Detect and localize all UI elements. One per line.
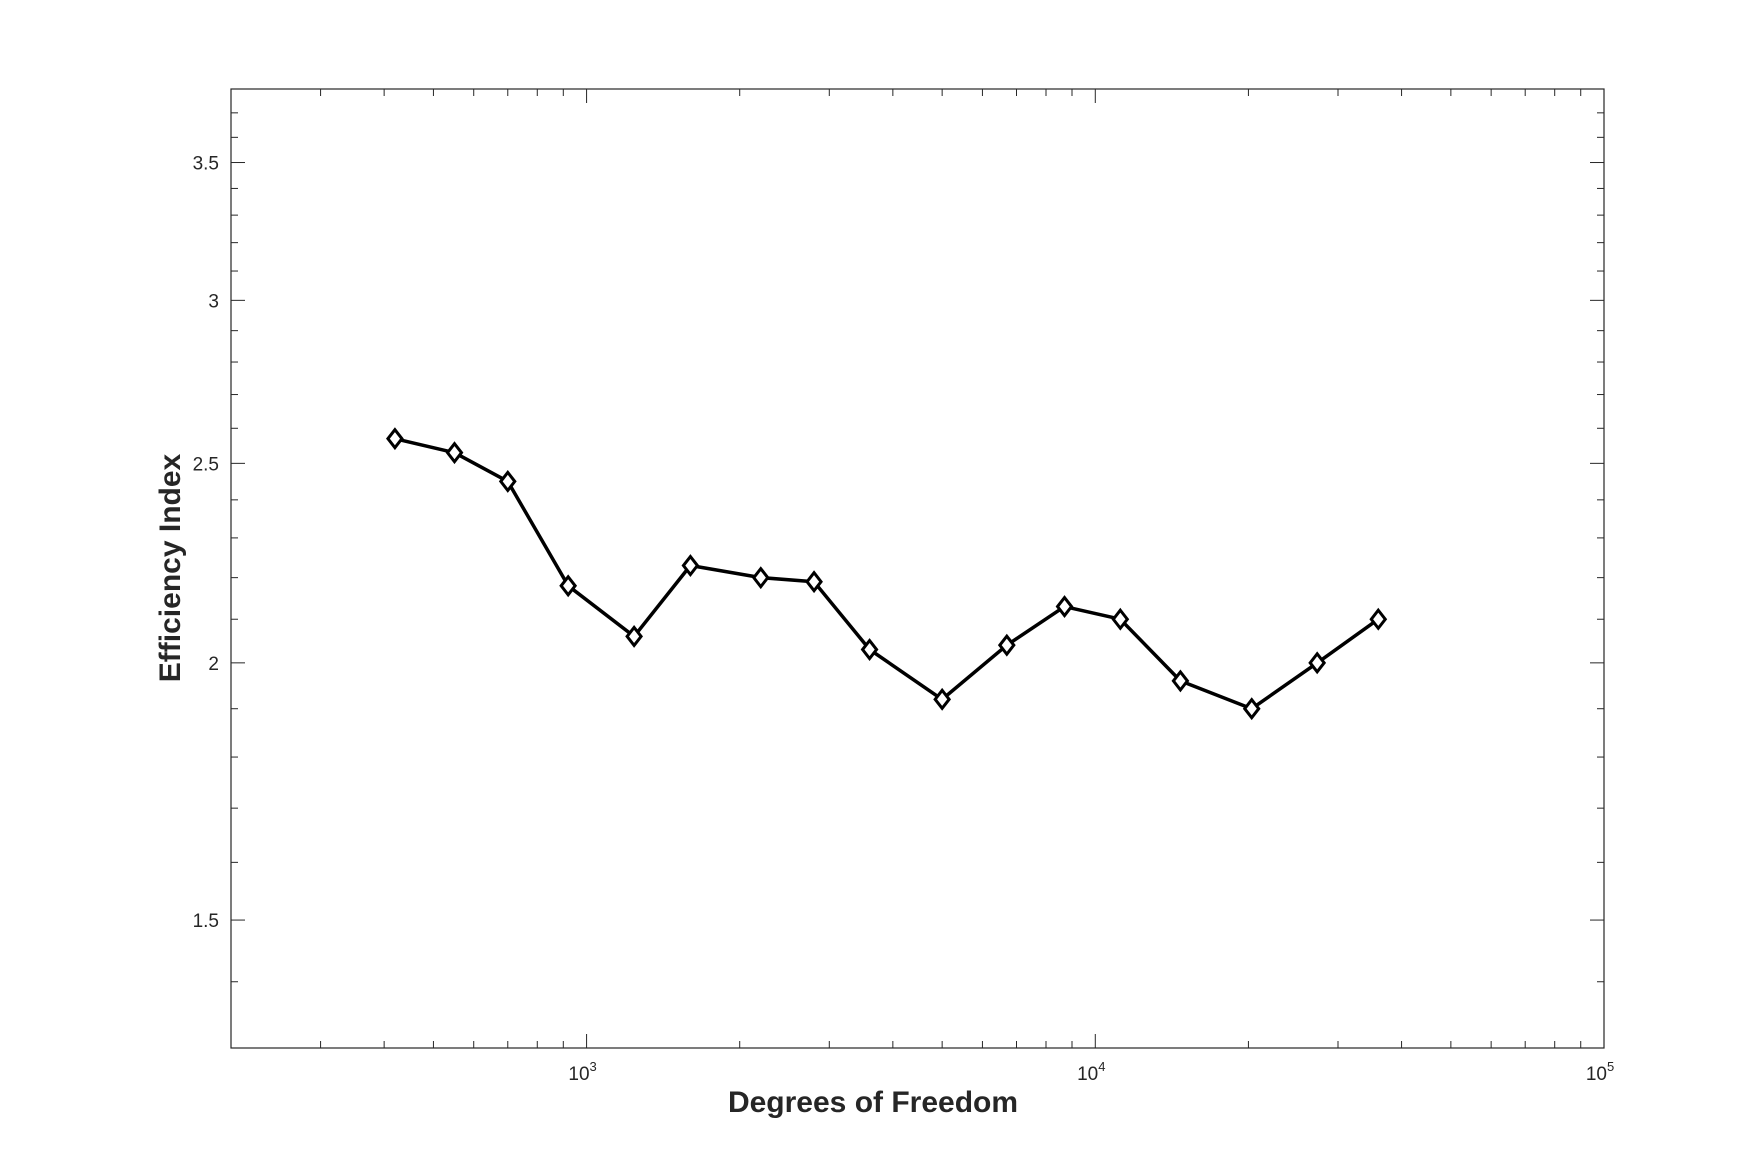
- y-tick-label: 1.5: [193, 911, 219, 932]
- y-tick-label: 3.5: [193, 154, 219, 175]
- y-axis-label: Efficiency Index: [154, 453, 187, 682]
- x-axis-label: Degrees of Freedom: [728, 1086, 1018, 1119]
- y-tick-label: 2: [208, 654, 219, 675]
- y-tick-label: 2.5: [193, 454, 219, 475]
- y-tick-label: 3: [208, 291, 219, 312]
- plot-area: [231, 89, 1604, 1048]
